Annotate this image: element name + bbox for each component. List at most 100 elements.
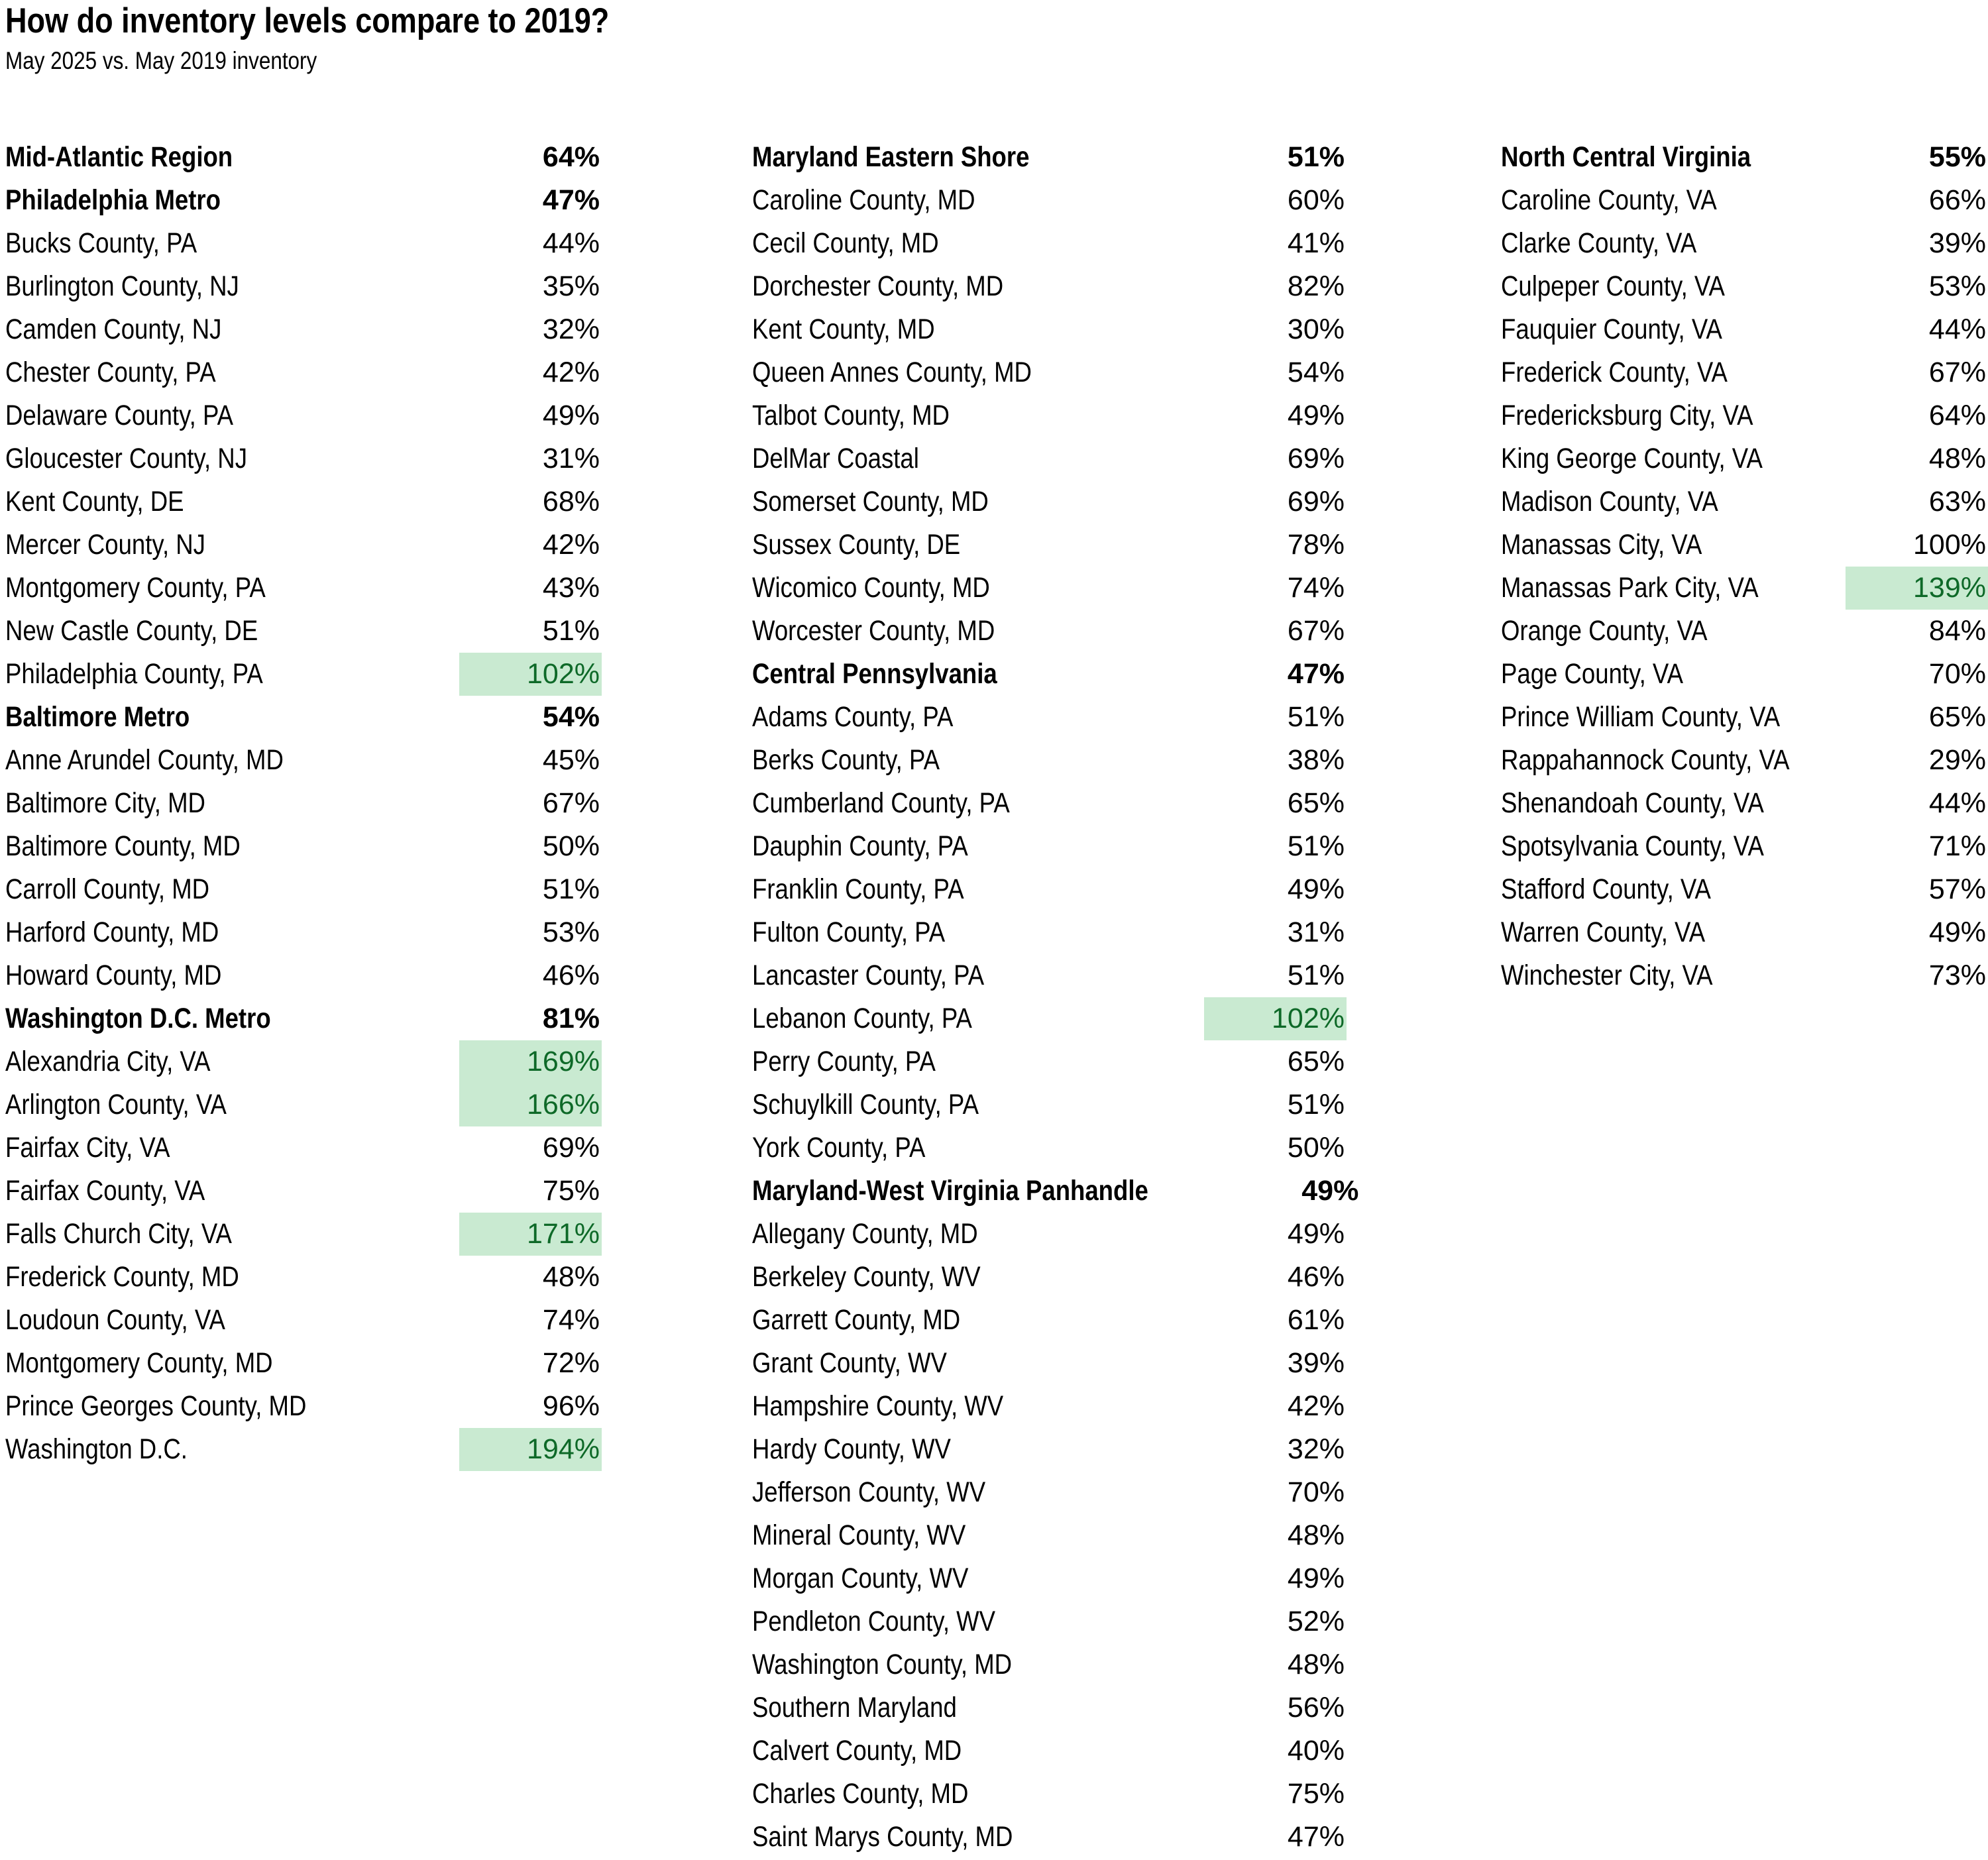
table-row: Worcester County, MD 67% <box>752 610 1347 653</box>
area-label: Culpeper County, VA <box>1501 265 1846 308</box>
value-text: 57% <box>1928 873 1986 905</box>
area-label-text: Fairfax City, VA <box>5 1132 170 1164</box>
value-text: 102% <box>1272 1003 1345 1034</box>
area-label-text: Culpeper County, VA <box>1501 270 1725 302</box>
value-cell: 100% <box>1846 523 1988 567</box>
area-label: Perry County, PA <box>752 1040 1204 1083</box>
table-row: Berkeley County, WV 46% <box>752 1256 1347 1299</box>
region-row: Maryland Eastern Shore 51% <box>752 136 1347 179</box>
value-text: 70% <box>1287 1476 1345 1508</box>
table-row: Somerset County, MD 69% <box>752 480 1347 523</box>
area-label: Fairfax City, VA <box>5 1126 459 1170</box>
value-text: 39% <box>1287 1347 1345 1379</box>
table-row: Garrett County, MD 61% <box>752 1299 1347 1342</box>
area-label-text: Berks County, PA <box>752 744 940 776</box>
value-cell: 51% <box>459 610 602 653</box>
area-label-text: Manassas Park City, VA <box>1501 572 1759 604</box>
value-text: 171% <box>527 1218 600 1250</box>
area-label: Baltimore Metro <box>5 696 459 739</box>
value-cell: 67% <box>1204 610 1347 653</box>
table-row: Sussex County, DE 78% <box>752 523 1347 567</box>
area-label: Harford County, MD <box>5 911 459 954</box>
value-text: 69% <box>542 1132 600 1164</box>
value-cell: 70% <box>1846 653 1988 696</box>
value-text: 61% <box>1287 1304 1345 1336</box>
value-cell: 78% <box>1204 523 1347 567</box>
area-label-text: Somerset County, MD <box>752 486 989 518</box>
value-text: 48% <box>1287 1519 1345 1551</box>
table-row: DelMar Coastal 69% <box>752 437 1347 480</box>
region-row: Baltimore Metro 54% <box>5 696 602 739</box>
value-cell: 31% <box>459 437 602 480</box>
region-row: Washington D.C. Metro 81% <box>5 997 602 1040</box>
area-label: Mineral County, WV <box>752 1514 1204 1557</box>
table-row: Talbot County, MD 49% <box>752 394 1347 437</box>
value-text: 96% <box>542 1390 600 1422</box>
area-label: Southern Maryland <box>752 1686 1204 1729</box>
value-text: 48% <box>542 1261 600 1293</box>
value-text: 50% <box>1287 1132 1345 1164</box>
value-text: 38% <box>1287 744 1345 776</box>
area-label: Lancaster County, PA <box>752 954 1204 997</box>
value-cell: 49% <box>1204 394 1347 437</box>
area-label: Charles County, MD <box>752 1773 1204 1816</box>
table-row: Howard County, MD 46% <box>5 954 602 997</box>
area-label-text: Hardy County, WV <box>752 1433 951 1465</box>
area-label: Baltimore City, MD <box>5 782 459 825</box>
area-label-text: Burlington County, NJ <box>5 270 239 302</box>
area-label-text: Sussex County, DE <box>752 529 961 561</box>
area-label: Prince Georges County, MD <box>5 1385 459 1428</box>
table-row: Camden County, NJ 32% <box>5 308 602 351</box>
value-cell: 51% <box>459 868 602 911</box>
table-row: Cecil County, MD 41% <box>752 222 1347 265</box>
area-label-text: Lebanon County, PA <box>752 1003 972 1034</box>
table-row: Stafford County, VA 57% <box>1501 868 1988 911</box>
area-label: Camden County, NJ <box>5 308 459 351</box>
table-row: Loudoun County, VA 74% <box>5 1299 602 1342</box>
area-label: Alexandria City, VA <box>5 1040 459 1083</box>
value-text: 42% <box>1287 1390 1345 1422</box>
area-label: Washington County, MD <box>752 1643 1204 1686</box>
value-cell: 65% <box>1204 782 1347 825</box>
value-text: 51% <box>1287 141 1345 173</box>
area-label-text: Berkeley County, WV <box>752 1261 981 1293</box>
value-text: 71% <box>1928 830 1986 862</box>
area-label: King George County, VA <box>1501 437 1846 480</box>
value-text: 51% <box>542 615 600 647</box>
value-text: 52% <box>1287 1606 1345 1637</box>
value-cell: 55% <box>1846 136 1988 179</box>
value-text: 194% <box>527 1433 600 1465</box>
area-label-text: Loudoun County, VA <box>5 1304 225 1336</box>
area-label: Delaware County, PA <box>5 394 459 437</box>
value-text: 53% <box>1928 270 1986 302</box>
area-label: Fulton County, PA <box>752 911 1204 954</box>
value-text: 169% <box>527 1046 600 1077</box>
table-row: Berks County, PA 38% <box>752 739 1347 782</box>
area-label: Prince William County, VA <box>1501 696 1846 739</box>
area-label-text: Spotsylvania County, VA <box>1501 830 1764 862</box>
value-cell-highlighted: 102% <box>1204 997 1347 1040</box>
area-label-text: Kent County, DE <box>5 486 184 518</box>
value-text: 48% <box>1287 1649 1345 1680</box>
value-text: 69% <box>1287 443 1345 474</box>
value-cell: 35% <box>459 265 602 308</box>
table-row: Madison County, VA 63% <box>1501 480 1988 523</box>
table-column: Mid-Atlantic Region 64% Philadelphia Metro… <box>5 136 602 1471</box>
area-label-text: Manassas City, VA <box>1501 529 1702 561</box>
area-label: Stafford County, VA <box>1501 868 1846 911</box>
area-label-text: Frederick County, MD <box>5 1261 239 1293</box>
table-row: Philadelphia County, PA 102% <box>5 653 602 696</box>
value-cell: 47% <box>459 179 602 222</box>
value-text: 67% <box>542 787 600 819</box>
value-text: 47% <box>542 184 600 216</box>
value-text: 41% <box>1287 227 1345 259</box>
area-label: Kent County, MD <box>752 308 1204 351</box>
value-text: 48% <box>1928 443 1986 474</box>
value-cell-highlighted: 169% <box>459 1040 602 1083</box>
value-text: 44% <box>1928 313 1986 345</box>
area-label-text: New Castle County, DE <box>5 615 258 647</box>
value-text: 84% <box>1928 615 1986 647</box>
table-row: Caroline County, MD 60% <box>752 179 1347 222</box>
area-label-text: Arlington County, VA <box>5 1089 227 1121</box>
area-label: Frederick County, VA <box>1501 351 1846 394</box>
